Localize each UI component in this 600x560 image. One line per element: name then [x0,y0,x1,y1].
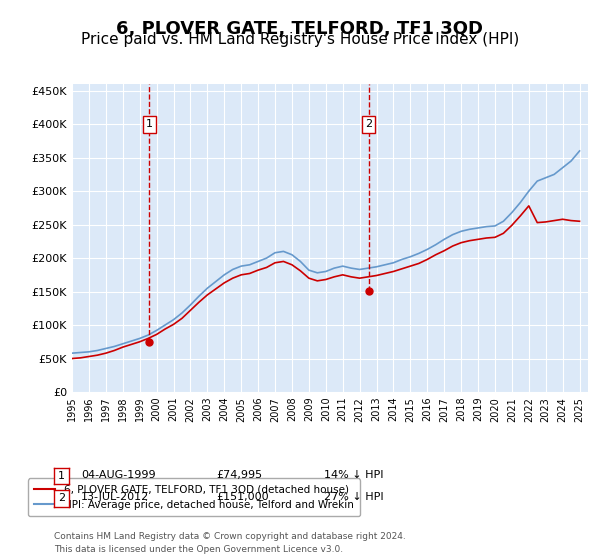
Text: 6, PLOVER GATE, TELFORD, TF1 3QD: 6, PLOVER GATE, TELFORD, TF1 3QD [116,20,484,38]
Text: 1: 1 [146,119,153,129]
Text: 2: 2 [58,493,65,503]
Text: 04-AUG-1999: 04-AUG-1999 [81,470,155,480]
Text: 2: 2 [365,119,372,129]
Text: £151,000: £151,000 [216,492,269,502]
Text: 1: 1 [58,471,65,481]
Text: 13-JUL-2012: 13-JUL-2012 [81,492,149,502]
Text: Price paid vs. HM Land Registry's House Price Index (HPI): Price paid vs. HM Land Registry's House … [81,32,519,48]
Legend: 6, PLOVER GATE, TELFORD, TF1 3QD (detached house), HPI: Average price, detached : 6, PLOVER GATE, TELFORD, TF1 3QD (detach… [28,478,360,516]
Text: 27% ↓ HPI: 27% ↓ HPI [324,492,383,502]
Text: Contains HM Land Registry data © Crown copyright and database right 2024.
This d: Contains HM Land Registry data © Crown c… [54,532,406,553]
Text: 14% ↓ HPI: 14% ↓ HPI [324,470,383,480]
Text: £74,995: £74,995 [216,470,262,480]
